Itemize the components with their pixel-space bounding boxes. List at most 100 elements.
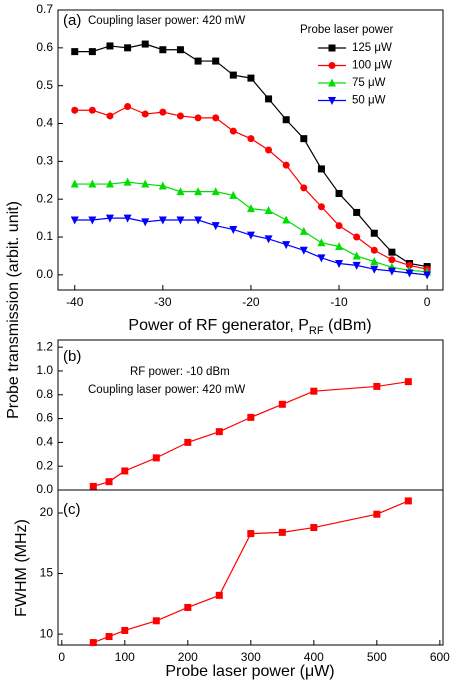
- marker: [299, 226, 308, 235]
- marker: [176, 216, 185, 225]
- marker: [335, 241, 344, 250]
- marker: [264, 235, 273, 244]
- marker: [184, 438, 192, 446]
- marker: [212, 57, 220, 65]
- marker: [141, 40, 149, 48]
- marker: [370, 229, 378, 237]
- marker: [278, 528, 286, 536]
- x-tick-label: -20: [242, 295, 260, 309]
- x-tick-label: 0: [58, 650, 65, 664]
- marker: [388, 248, 396, 256]
- y-tick-label: 0.5: [36, 78, 53, 92]
- marker: [352, 261, 361, 270]
- marker: [300, 135, 308, 143]
- y-tick-label: 0.4: [36, 116, 53, 130]
- marker: [141, 179, 150, 188]
- marker: [121, 626, 129, 634]
- marker: [194, 216, 203, 225]
- x-tick-label: 200: [178, 650, 198, 664]
- x-tick-label: -40: [66, 295, 84, 309]
- marker: [71, 106, 79, 114]
- marker: [373, 510, 381, 518]
- legend-label: 75 μW: [352, 77, 386, 89]
- x-tick-label: 300: [241, 650, 261, 664]
- marker: [246, 204, 255, 213]
- y-tick-label: 0.0: [36, 482, 53, 496]
- annotation: Coupling laser power: 420 mW: [88, 15, 245, 27]
- marker: [176, 46, 184, 54]
- marker: [105, 214, 114, 223]
- y-tick-label: 0.7: [36, 2, 53, 16]
- marker: [310, 387, 318, 395]
- y-tick-label: 0.8: [36, 387, 53, 401]
- marker: [88, 179, 97, 188]
- marker: [370, 265, 379, 274]
- marker: [159, 108, 167, 116]
- marker: [141, 110, 149, 118]
- marker: [229, 190, 238, 199]
- marker: [247, 530, 255, 538]
- marker: [124, 44, 132, 52]
- marker: [388, 256, 396, 264]
- x-axis-label: Probe laser power (μW): [165, 663, 334, 680]
- y-tick-label: 1.0: [36, 363, 53, 377]
- marker: [124, 102, 132, 110]
- marker: [328, 78, 336, 87]
- marker: [278, 400, 286, 408]
- marker: [353, 208, 361, 216]
- marker: [123, 177, 132, 186]
- marker: [88, 48, 96, 56]
- marker: [404, 378, 412, 386]
- x-tick-label: 600: [430, 650, 450, 664]
- marker: [335, 190, 343, 198]
- y-axis-label: Probe transmission (arbit. unit): [5, 201, 22, 419]
- marker: [300, 184, 308, 192]
- plot-frame: [57, 489, 444, 646]
- marker: [246, 231, 255, 240]
- marker: [215, 428, 223, 436]
- marker: [70, 216, 79, 225]
- marker: [370, 246, 378, 254]
- marker: [211, 187, 220, 196]
- marker: [152, 617, 160, 625]
- marker: [352, 251, 361, 260]
- marker: [247, 74, 255, 82]
- marker: [328, 44, 336, 52]
- x-label-sub: RF: [309, 325, 324, 337]
- marker: [89, 639, 97, 647]
- marker: [406, 261, 414, 269]
- marker: [211, 222, 220, 231]
- marker: [105, 179, 114, 188]
- y-tick-label: 10: [40, 626, 54, 640]
- x-tick-label: 500: [367, 650, 387, 664]
- marker: [247, 413, 255, 421]
- panel-label: (a): [63, 12, 81, 29]
- y-tick-label: 0.2: [36, 191, 53, 205]
- marker: [317, 254, 326, 263]
- marker: [328, 62, 336, 69]
- marker: [158, 181, 167, 190]
- legend-label: 50 μW: [352, 95, 386, 107]
- y-tick-label: 15: [40, 566, 54, 580]
- marker: [317, 165, 325, 173]
- y-tick-label: 0.3: [36, 154, 53, 168]
- legend-label: 125 μW: [352, 42, 392, 54]
- marker: [176, 112, 184, 120]
- marker: [123, 214, 132, 223]
- marker: [194, 187, 203, 196]
- marker: [106, 42, 114, 50]
- x-label-text: Power of RF generator, P: [128, 317, 309, 334]
- x-tick-label: 0: [424, 295, 431, 309]
- x-tick-label: -10: [330, 295, 348, 309]
- marker: [176, 187, 185, 196]
- marker: [265, 146, 273, 154]
- marker: [121, 467, 129, 475]
- x-label-tail: (dBm): [324, 317, 372, 334]
- marker: [328, 97, 336, 105]
- y-axis-label: FWHM (MHz): [13, 519, 30, 617]
- marker: [194, 57, 202, 65]
- marker: [335, 260, 344, 269]
- y-tick-label: 0.4: [36, 435, 53, 449]
- marker: [159, 46, 167, 54]
